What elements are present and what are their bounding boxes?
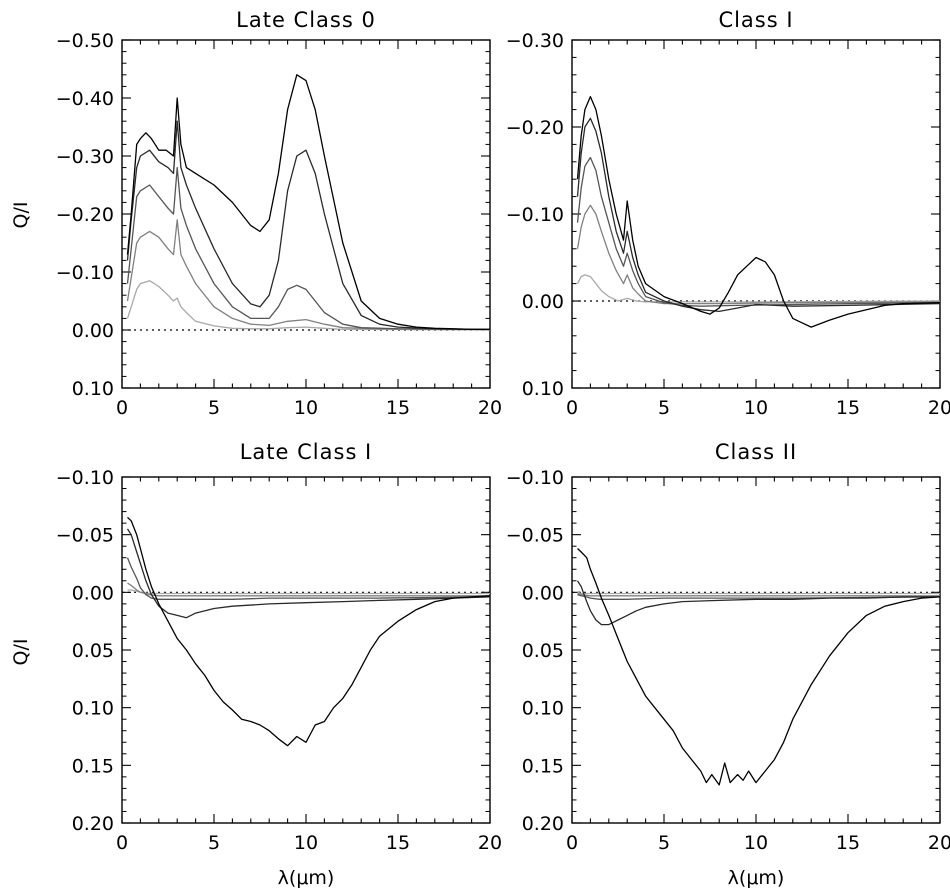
series-line-1 [576,117,940,313]
series-group [126,74,490,331]
y-tick-label: −0.05 [506,525,564,547]
series-line-3 [127,582,490,597]
y-tick-label: −0.10 [56,262,114,284]
series-line-2 [126,557,490,600]
series-line-3 [577,592,940,597]
y-axis-label: Q/I [10,202,32,229]
series-line-0 [576,95,940,328]
y-tick-label: 0.00 [522,291,564,313]
y-tick-label: 0.00 [72,582,114,604]
y-tick-label: −0.40 [56,88,114,110]
panel-title: Late Class I [240,440,373,464]
y-tick-label: 0.10 [522,378,564,400]
x-tick-label: 10 [294,832,318,854]
series-line-1 [126,528,490,619]
series-group [576,548,940,786]
panel-title: Class I [718,8,793,32]
series-line-0 [126,74,490,331]
series-line-4 [576,274,940,303]
y-tick-label: −0.20 [56,204,114,226]
y-tick-label: 0.15 [522,755,564,777]
y-tick-label: −0.05 [56,525,114,547]
y-tick-label: −0.10 [506,467,564,489]
x-tick-label: 0 [566,397,578,419]
x-tick-label: 5 [658,832,670,854]
y-tick-label: 0.05 [522,640,564,662]
x-tick-label: 5 [658,397,670,419]
series-line-0 [577,548,940,786]
panel-class-i: Class I 0 5 10 15 20 −0.30 −0.20 −0.10 0.00 0.10 [506,8,950,419]
y-axis-label: Q/I [10,639,32,666]
y-tick-label: −0.50 [56,30,114,52]
x-tick-label: 15 [386,832,410,854]
panel-late-class-i: Late Class I Q/I λ(μm) 0 5 10 15 20 −0.10 −0.0… [10,440,502,889]
x-tick-label: 10 [744,397,768,419]
series-group [126,516,490,747]
y-tick-label: −0.10 [56,467,114,489]
x-tick-label: 15 [836,397,860,419]
x-tick-label: 0 [566,832,578,854]
x-tick-label: 5 [208,397,220,419]
y-tick-label: 0.05 [72,640,114,662]
y-tick-label: 0.20 [522,813,564,835]
series-line-4 [577,591,940,595]
x-tick-label: 5 [208,832,220,854]
series-line-1 [126,120,490,331]
x-tick-label: 10 [294,397,318,419]
x-tick-label: 10 [744,832,768,854]
series-group [576,95,940,328]
x-axis-label: λ(μm) [278,867,335,889]
x-tick-label: 20 [478,832,502,854]
series-line-3 [576,204,940,305]
series-line-1 [576,580,940,626]
plot-frame [571,39,941,389]
x-tick-label: 0 [116,397,128,419]
series-line-3 [126,219,490,331]
y-tick-label: −0.30 [56,146,114,168]
x-tick-label: 15 [386,397,410,419]
series-line-4 [126,280,490,331]
plot-frame [571,476,941,824]
y-tick-label: −0.10 [506,204,564,226]
y-tick-label: −0.20 [506,117,564,139]
series-line-2 [126,166,490,331]
plot-frame [121,39,491,389]
y-tick-label: 0.10 [72,378,114,400]
y-tick-label: 0.20 [72,813,114,835]
panel-title: Late Class 0 [236,8,376,32]
x-tick-label: 20 [478,397,502,419]
plot-frame [121,476,491,824]
y-tick-label: 0.00 [522,582,564,604]
x-tick-label: 15 [836,832,860,854]
y-tick-label: 0.10 [522,698,564,720]
series-line-2 [576,156,940,307]
y-tick-label: 0.15 [72,755,114,777]
x-tick-label: 20 [928,832,950,854]
y-tick-label: −0.30 [506,30,564,52]
x-tick-label: 20 [928,397,950,419]
panel-title: Class II [715,440,797,464]
series-line-0 [127,516,490,747]
x-axis-label: λ(μm) [728,867,785,889]
x-tick-label: 0 [116,832,128,854]
y-tick-label: 0.10 [72,698,114,720]
panel-late-class-0: Late Class 0 Q/I 0 5 10 15 20 −0.50 −0.40 −0.30… [10,8,502,419]
panel-class-ii: Class II λ(μm) 0 5 10 15 20 −0.10 −0.05 0.00 0.0… [506,440,950,889]
y-tick-label: 0.00 [72,320,114,342]
